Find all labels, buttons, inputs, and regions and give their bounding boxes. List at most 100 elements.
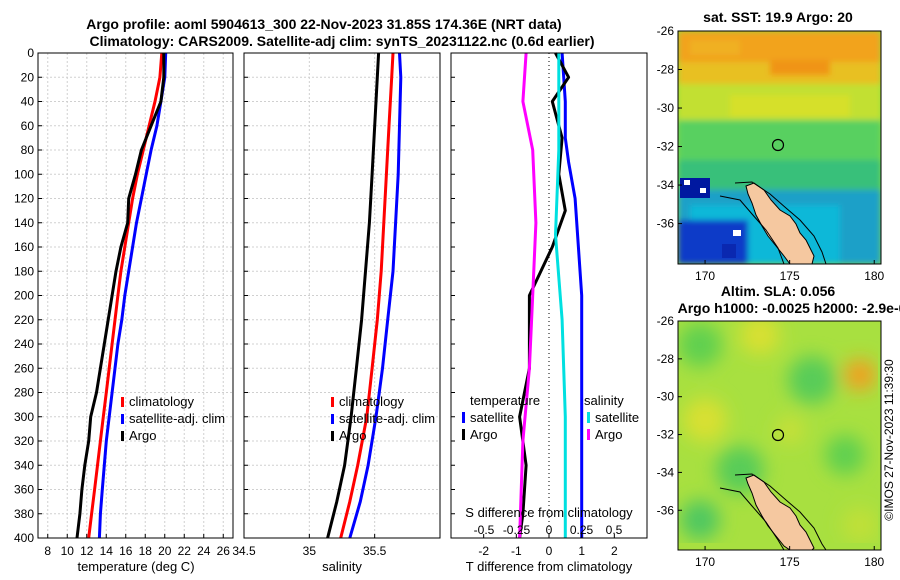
salinity-xlabel: salinity [322,559,362,574]
difference-panel: -2 -1 0 1 2 T difference from climatology S … [450,52,648,574]
salinity-diff-tick-label: -0.5 [474,523,495,537]
ytick-label: 0 [27,46,34,60]
ytick-label: 180 [14,264,34,278]
xtick-label: 8 [44,544,51,558]
legend-swatch-sal-argo [587,429,590,440]
legend-swatch-temp-argo [462,429,465,440]
legend-label-sal-argo: Argo [595,427,622,442]
map-ytick-label: -34 [657,465,675,479]
salinity-diff-tick-label: 0 [546,523,553,537]
map-ytick-label: -34 [657,178,675,192]
legend-swatch-temp-satellite [462,412,465,423]
ytick-label: 60 [21,119,35,133]
temperature-yticks: 0 20 40 60 80 100 120 140 160 180 200 220 240 260 280 3… [14,46,34,545]
difference-xticks: -2 -1 0 1 2 [451,52,618,558]
map-xtick-label: 180 [864,555,884,569]
map-ytick-label: -32 [657,140,675,154]
sst-argo-marker [771,138,785,152]
legend-title-salinity: salinity [584,393,624,408]
xtick-label: -1 [511,544,522,558]
xtick-label: 20 [158,544,172,558]
map-ytick-label: -30 [657,390,675,404]
map-ytick-label: -30 [657,101,675,115]
series-line-salinity-satellite [554,53,567,538]
salinity-diff-tick-label: 0.5 [606,523,623,537]
legend-title-temperature: temperature [470,393,540,408]
xtick-label: 12 [80,544,94,558]
imos-credit: ©IMOS 27-Nov-2023 11:39:30 [882,359,896,521]
salinity-diff-ticks: -0.5 -0.25 0 0.25 0.5 [474,523,623,537]
legend-swatch-climatology [121,397,124,407]
series-line-salinity-argo [518,52,538,539]
temperature-xlabel: temperature (deg C) [77,559,194,574]
ytick-label: 120 [14,192,34,206]
ytick-label: 320 [14,434,34,448]
map-xtick-label: 170 [695,269,715,283]
legend-swatch-climatology [331,397,334,407]
sst-xticks: 170 175 180 [695,260,885,283]
xtick-label: 18 [139,544,153,558]
salinity-xticks: 34.5 35 35.5 [232,52,387,558]
sst-map: sat. SST: 19.9 Argo: 20 [657,9,885,283]
map-xtick-label: 175 [780,555,800,569]
legend-label-satellite: satellite-adj. clim [129,411,225,426]
map-ytick-label: -28 [657,352,675,366]
ytick-label: 100 [14,167,34,181]
sst-yticks: -26 -28 -30 -32 -34 -36 [657,24,682,231]
map-ytick-label: -26 [657,314,675,328]
salinity-panel: 34.5 35 35.5 salinity climatology satellit… [232,52,441,574]
legend-swatch-argo [331,431,334,441]
ytick-label: 160 [14,240,34,254]
xtick-label: 26 [217,544,231,558]
xtick-label: 35 [303,544,317,558]
ytick-label: 340 [14,458,34,472]
temperature-panel: 8 10 12 14 16 18 20 22 24 26 0 20 40 60 80 100 120 140 16… [14,46,234,574]
sla-map-frame [677,320,882,551]
map-ytick-label: -36 [657,503,675,517]
ytick-label: 140 [14,216,34,230]
series-line-argo [326,52,381,539]
xtick-label: 35.5 [363,544,387,558]
legend-swatch-sal-satellite [587,412,590,423]
ytick-label: 40 [21,95,35,109]
legend-label-climatology: climatology [339,394,405,409]
legend-swatch-argo [121,431,124,441]
ytick-label: 400 [14,531,34,545]
xtick-label: -2 [478,544,489,558]
ytick-label: 80 [21,143,35,157]
sla-map-title-line1: Altim. SLA: 0.056 [721,283,836,299]
temperature-xticks: 8 10 12 14 16 18 20 22 24 26 [38,52,231,558]
temperature-legend: climatology satellite-adj. clim Argo [121,394,225,443]
ytick-label: 280 [14,386,34,400]
legend-label-argo: Argo [129,428,156,443]
salinity-legend: climatology satellite-adj. clim Argo [331,394,435,443]
figure-title-line2: Climatology: CARS2009. Satellite-adj cli… [90,33,595,49]
series-line-temperature-satellite [560,52,584,538]
ytick-label: 200 [14,289,34,303]
map-ytick-label: -28 [657,63,675,77]
ytick-label: 220 [14,313,34,327]
salinity-diff-tick-label: -0.25 [503,523,531,537]
ytick-label: 240 [14,337,34,351]
xtick-label: 34.5 [232,544,256,558]
sst-field [678,31,881,264]
sla-argo-marker [771,428,785,442]
legend-label-temp-satellite: satellite [470,410,514,425]
sst-map-title: sat. SST: 19.9 Argo: 20 [703,9,853,25]
xtick-label: 2 [611,544,618,558]
figure-title-line1: Argo profile: aoml 5904613_300 22-Nov-20… [86,16,561,32]
series-line-satellite-adj-clim [348,52,403,539]
salinity-diff-tick-label: 0.25 [570,523,594,537]
legend-swatch-satellite [121,414,124,424]
difference-xlabel: T difference from climatology [466,559,633,574]
sla-field [678,321,881,550]
map-ytick-label: -26 [657,24,675,38]
xtick-label: 24 [197,544,211,558]
series-line-temperature-argo [518,52,571,539]
xtick-label: 10 [61,544,75,558]
salinity-grid [243,52,440,539]
legend-label-climatology: climatology [129,394,195,409]
legend-label-temp-argo: Argo [470,427,497,442]
temperature-grid [38,52,233,539]
